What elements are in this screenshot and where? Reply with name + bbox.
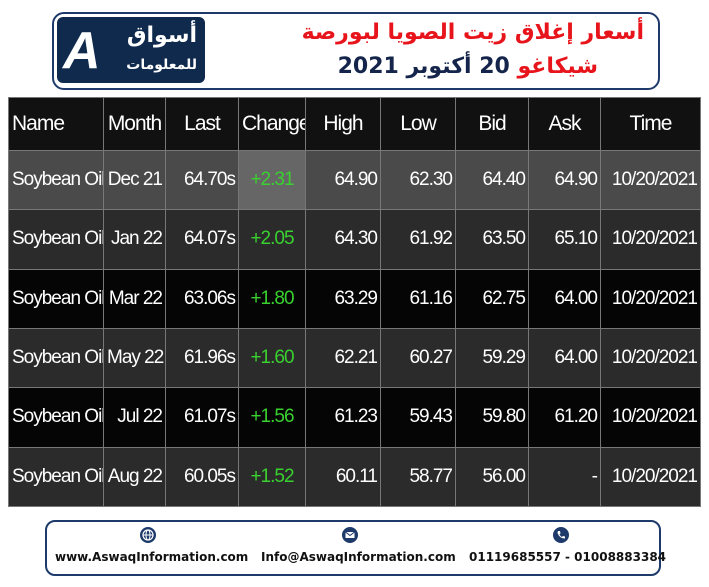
table-cell: 63.29 — [305, 268, 381, 329]
table-cell: 10/20/2021 — [600, 387, 701, 448]
table-cell: Soybean Oil — [8, 446, 104, 508]
logo-sub: للمعلومات — [126, 57, 197, 73]
table-cell: 64.30 — [305, 209, 381, 270]
column-header: Low — [380, 97, 456, 151]
phone-icon — [553, 527, 569, 543]
table-row: Soybean Oil Dec 21 64.70s +2.31 64.90 62.30 64… — [8, 149, 701, 211]
table-cell: 10/20/2021 — [600, 149, 701, 211]
table-cell: Soybean Oil — [8, 209, 104, 270]
table-row: Soybean Oil Jul 22 61.07s +1.56 61.23 59.43 59… — [8, 387, 701, 448]
table-cell: 61.92 — [380, 209, 456, 270]
table-cell: 59.43 — [380, 387, 456, 448]
table-cell: Mar 22 — [103, 268, 166, 329]
table-cell: Soybean Oil — [8, 327, 104, 389]
table-cell: May 22 — [103, 327, 166, 389]
table-cell: +1.80 — [238, 268, 306, 329]
table-cell: 10/20/2021 — [600, 209, 701, 270]
table-cell: 61.96s — [165, 327, 239, 389]
globe-icon — [140, 527, 156, 543]
table-cell: Soybean Oil — [8, 387, 104, 448]
table-cell: 62.75 — [455, 268, 529, 329]
table-cell: 65.10 — [528, 209, 601, 270]
table-cell: 63.50 — [455, 209, 529, 270]
title-city: شيكاغو — [517, 54, 599, 79]
table-cell: +2.05 — [238, 209, 306, 270]
table-cell: 64.90 — [528, 149, 601, 211]
footer: www.AswaqInformation.com Info@AswaqInfor… — [45, 520, 666, 576]
column-header: Ask — [528, 97, 601, 151]
table-row: Soybean Oil Mar 22 63.06s +1.80 63.29 61.16 62… — [8, 268, 701, 329]
phones: 01119685557 - 01008883384 — [469, 550, 667, 564]
logo: A أسواق للمعلومات — [57, 17, 205, 83]
table-cell: +1.60 — [238, 327, 306, 389]
table-cell: 64.40 — [455, 149, 529, 211]
table-cell: Soybean Oil — [8, 149, 104, 211]
table-cell: 61.23 — [305, 387, 381, 448]
table-cell: Aug 22 — [103, 446, 166, 508]
table-cell: 59.80 — [455, 387, 529, 448]
title-line1: أسعار إغلاق زيت الصويا لبورصة — [301, 20, 644, 45]
table-cell: 61.20 — [528, 387, 601, 448]
column-header: Change — [238, 97, 306, 151]
table-cell: 60.11 — [305, 446, 381, 508]
table-cell: 64.07s — [165, 209, 239, 270]
column-header: Month — [103, 97, 166, 151]
table-cell: 10/20/2021 — [600, 446, 701, 508]
table-cell: 64.70s — [165, 149, 239, 211]
table-cell: 64.00 — [528, 268, 601, 329]
mail-icon — [342, 527, 358, 543]
website: www.AswaqInformation.com — [55, 550, 249, 564]
header: A أسواق للمعلومات أسعار إغلاق زيت الصويا… — [52, 12, 660, 90]
column-header: Bid — [455, 97, 529, 151]
title-date: 20 أكتوبر 2021 — [337, 54, 510, 79]
email: Info@AswaqInformation.com — [261, 550, 456, 564]
table-cell: 62.21 — [305, 327, 381, 389]
table-cell: 58.77 — [380, 446, 456, 508]
table-cell: 64.90 — [305, 149, 381, 211]
table-cell: 60.27 — [380, 327, 456, 389]
column-header: Name — [8, 97, 104, 151]
table-cell: 10/20/2021 — [600, 268, 701, 329]
table-cell: Jul 22 — [103, 387, 166, 448]
logo-name: أسواق — [126, 23, 197, 48]
table-cell: +2.31 — [238, 149, 306, 211]
table-cell: 63.06s — [165, 268, 239, 329]
table-cell: 62.30 — [380, 149, 456, 211]
column-header: High — [305, 97, 381, 151]
table-row: Soybean Oil May 22 61.96s +1.60 62.21 60.27 59… — [8, 327, 701, 389]
column-header: Last — [165, 97, 239, 151]
price-table: Name Month Last Change High Low Bid Ask Time Soy… — [8, 97, 701, 508]
table-cell: Jan 22 — [103, 209, 166, 270]
title-line2: شيكاغو 20 أكتوبر 2021 — [338, 54, 598, 79]
table-cell: 61.16 — [380, 268, 456, 329]
table-cell: Dec 21 — [103, 149, 166, 211]
table-cell: 60.05s — [165, 446, 239, 508]
table-cell: +1.56 — [238, 387, 306, 448]
table-cell: Soybean Oil — [8, 268, 104, 329]
logo-mark: A — [63, 22, 101, 80]
table-cell: 59.29 — [455, 327, 529, 389]
column-header: Time — [600, 97, 701, 151]
table-cell: 61.07s — [165, 387, 239, 448]
table-cell: 56.00 — [455, 446, 529, 508]
table-row: Soybean Oil Jan 22 64.07s +2.05 64.30 61.92 63… — [8, 209, 701, 270]
table-cell: - — [528, 446, 601, 508]
table-body: Soybean Oil Dec 21 64.70s +2.31 64.90 62.30 64… — [8, 149, 701, 508]
table-cell: 64.00 — [528, 327, 601, 389]
header-row: Name Month Last Change High Low Bid Ask Time — [8, 97, 701, 151]
table-cell: +1.52 — [238, 446, 306, 508]
table-row: Soybean Oil Aug 22 60.05s +1.52 60.11 58.77 56… — [8, 446, 701, 508]
table-cell: 10/20/2021 — [600, 327, 701, 389]
